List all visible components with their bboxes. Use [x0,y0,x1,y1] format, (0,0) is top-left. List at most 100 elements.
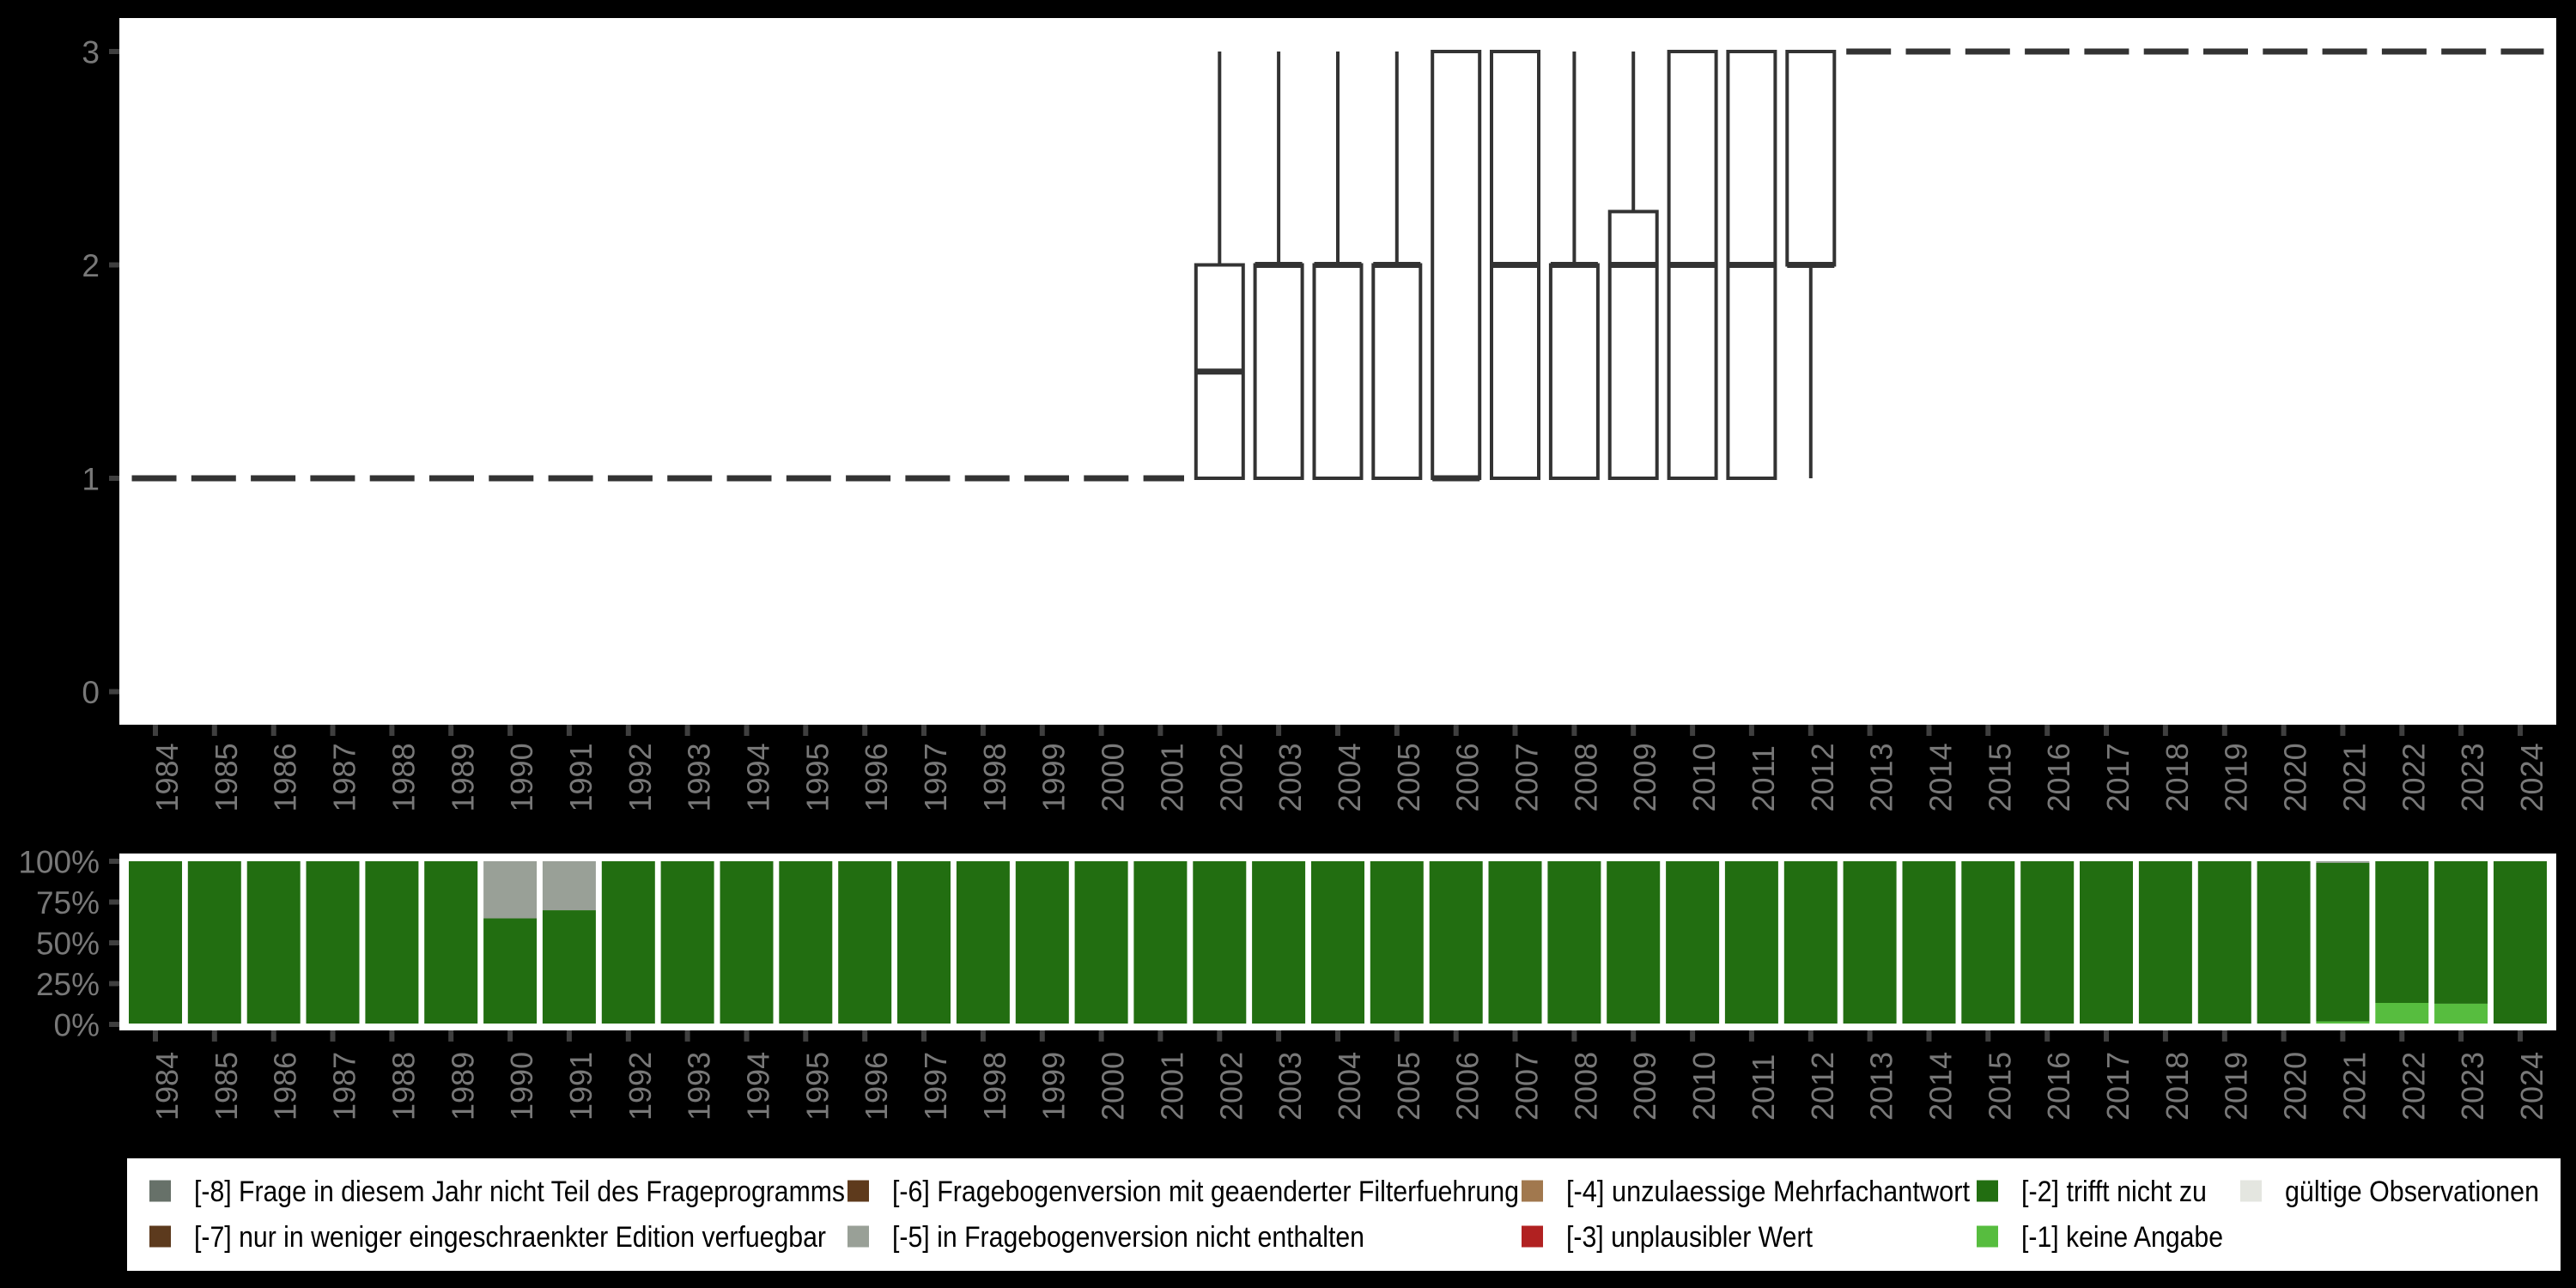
svg-text:2016: 2016 [2041,743,2076,811]
svg-text:2023: 2023 [2455,1052,2490,1121]
svg-text:2009: 2009 [1627,1052,1662,1121]
svg-text:1992: 1992 [623,1052,658,1121]
svg-text:2009: 2009 [1627,743,1662,811]
svg-text:2005: 2005 [1391,1052,1426,1121]
svg-text:1989: 1989 [445,1052,480,1121]
svg-text:1990: 1990 [504,1052,539,1121]
svg-text:1993: 1993 [682,1052,717,1121]
svg-text:2008: 2008 [1568,743,1603,811]
svg-text:2003: 2003 [1273,743,1308,811]
svg-text:2: 2 [82,248,100,283]
svg-text:1992: 1992 [623,743,658,811]
svg-text:2001: 2001 [1154,1052,1189,1121]
svg-text:[-5] in Fragebogenversion nich: [-5] in Fragebogenversion nicht enthalte… [892,1221,1364,1254]
svg-text:2010: 2010 [1686,743,1722,811]
svg-text:2012: 2012 [1805,743,1840,811]
svg-text:2000: 2000 [1096,743,1131,811]
svg-text:1987: 1987 [327,743,362,811]
svg-text:2014: 2014 [1923,743,1959,811]
svg-text:2007: 2007 [1510,743,1545,811]
svg-text:1985: 1985 [209,743,244,811]
svg-text:2024: 2024 [2514,1052,2549,1121]
svg-text:1999: 1999 [1036,743,1072,811]
svg-text:2002: 2002 [1213,1052,1249,1121]
svg-text:1990: 1990 [504,743,539,811]
svg-text:2006: 2006 [1450,1052,1485,1121]
svg-text:[-7] nur in weniger eingeschra: [-7] nur in weniger eingeschraenkter Edi… [194,1221,826,1254]
svg-text:2019: 2019 [2219,743,2254,811]
svg-text:1993: 1993 [682,743,717,811]
svg-text:gültige Observationen: gültige Observationen [2285,1176,2539,1208]
svg-text:2000: 2000 [1096,1052,1131,1121]
svg-text:2012: 2012 [1805,1052,1840,1121]
svg-text:[-6] Fragebogenversion mit gea: [-6] Fragebogenversion mit geaenderter F… [892,1176,1519,1208]
svg-text:1991: 1991 [563,743,598,811]
svg-text:0: 0 [82,675,100,710]
svg-text:2018: 2018 [2160,1052,2195,1121]
svg-text:2017: 2017 [2100,1052,2136,1121]
svg-text:2016: 2016 [2041,1052,2076,1121]
svg-text:1986: 1986 [268,1052,303,1121]
svg-text:2008: 2008 [1568,1052,1603,1121]
svg-text:2024: 2024 [2514,743,2549,811]
svg-text:2005: 2005 [1391,743,1426,811]
svg-text:2013: 2013 [1864,1052,1899,1121]
svg-text:1984: 1984 [149,1052,185,1121]
svg-text:2022: 2022 [2396,743,2431,811]
svg-text:[-2] trifft nicht zu: [-2] trifft nicht zu [2021,1176,2207,1208]
svg-text:2015: 2015 [1982,1052,2017,1121]
svg-text:2006: 2006 [1450,743,1485,811]
svg-text:1997: 1997 [918,743,953,811]
svg-text:2023: 2023 [2455,743,2490,811]
svg-text:1991: 1991 [563,1052,598,1121]
svg-text:100%: 100% [18,845,100,880]
svg-text:25%: 25% [36,967,100,1002]
svg-text:[-1] keine Angabe: [-1] keine Angabe [2021,1221,2223,1254]
svg-text:2020: 2020 [2278,1052,2313,1121]
svg-text:1985: 1985 [209,1052,244,1121]
svg-text:2021: 2021 [2336,743,2372,811]
svg-text:1987: 1987 [327,1052,362,1121]
svg-text:2004: 2004 [1332,1052,1367,1121]
svg-text:2022: 2022 [2396,1052,2431,1121]
svg-text:1994: 1994 [741,743,776,811]
svg-text:1995: 1995 [799,743,835,811]
svg-text:1984: 1984 [149,743,185,811]
svg-text:1996: 1996 [859,743,894,811]
svg-text:1996: 1996 [859,1052,894,1121]
svg-text:1999: 1999 [1036,1052,1072,1121]
svg-text:1994: 1994 [741,1052,776,1121]
svg-text:[-3] unplausibler Wert: [-3] unplausibler Wert [1566,1221,1813,1254]
svg-text:2014: 2014 [1923,1052,1959,1121]
svg-text:2011: 2011 [1746,1054,1781,1121]
svg-text:2020: 2020 [2278,743,2313,811]
svg-text:[-8] Frage in diesem Jahr nich: [-8] Frage in diesem Jahr nicht Teil des… [194,1176,845,1208]
svg-text:2010: 2010 [1686,1052,1722,1121]
svg-text:2003: 2003 [1273,1052,1308,1121]
svg-text:1995: 1995 [799,1052,835,1121]
svg-text:[-4] unzulaessige Mehrfachantw: [-4] unzulaessige Mehrfachantwort [1566,1176,1970,1208]
svg-text:2011: 2011 [1746,745,1781,811]
svg-text:3: 3 [82,35,100,70]
svg-text:75%: 75% [36,885,100,920]
svg-text:2017: 2017 [2100,743,2136,811]
svg-text:2001: 2001 [1154,743,1189,811]
svg-text:2013: 2013 [1864,743,1899,811]
svg-text:2007: 2007 [1510,1052,1545,1121]
svg-text:50%: 50% [36,927,100,962]
svg-text:1998: 1998 [977,1052,1012,1121]
svg-text:2021: 2021 [2336,1052,2372,1121]
svg-text:1986: 1986 [268,743,303,811]
svg-text:1998: 1998 [977,743,1012,811]
svg-text:1988: 1988 [386,1052,421,1121]
svg-text:1988: 1988 [386,743,421,811]
svg-text:2018: 2018 [2160,743,2195,811]
svg-text:1989: 1989 [445,743,480,811]
svg-text:1: 1 [82,462,100,497]
svg-text:2019: 2019 [2219,1052,2254,1121]
svg-text:2002: 2002 [1213,743,1249,811]
svg-text:2015: 2015 [1982,743,2017,811]
svg-text:2004: 2004 [1332,743,1367,811]
svg-text:1997: 1997 [918,1052,953,1121]
svg-text:0%: 0% [54,1008,100,1043]
